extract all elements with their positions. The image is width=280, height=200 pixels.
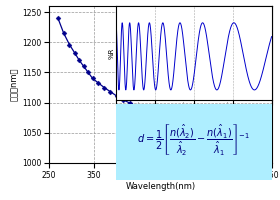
Y-axis label: 蠙厉（nm）: 蠙厉（nm） [10, 68, 19, 101]
X-axis label: Wavelength(nm): Wavelength(nm) [168, 108, 220, 113]
Text: $d = \dfrac{1}{2}\left[\dfrac{n(\hat{\lambda}_2)}{\hat{\lambda}_2} - \dfrac{n(\h: $d = \dfrac{1}{2}\left[\dfrac{n(\hat{\la… [137, 123, 250, 158]
Y-axis label: %R: %R [109, 47, 115, 59]
X-axis label: Wavelength(nm): Wavelength(nm) [125, 182, 195, 191]
